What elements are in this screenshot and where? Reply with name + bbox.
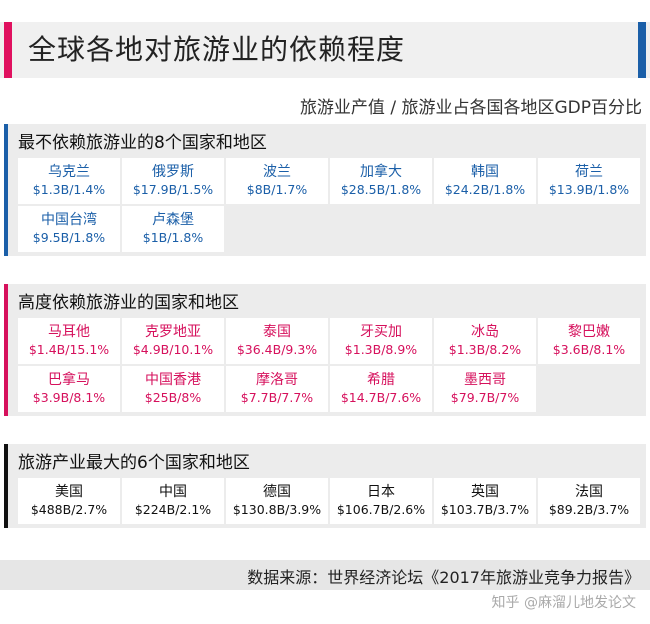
country-card: 法国 $89.2B/3.7% xyxy=(538,478,642,524)
country-name: 荷兰 xyxy=(575,164,603,180)
country-value: $3.6B/8.1% xyxy=(552,342,626,357)
country-value: $24.2B/1.8% xyxy=(444,182,526,197)
country-name: 泰国 xyxy=(263,324,291,340)
country-name: 摩洛哥 xyxy=(256,372,298,388)
country-name: 德国 xyxy=(263,484,291,500)
country-grid: 美国 $488B/2.7% 中国 $224B/2.1% 德国 $130.8B/3.9%… xyxy=(18,478,644,524)
country-name: 黎巴嫩 xyxy=(568,324,610,340)
section-largest-industry: 旅游产业最大的6个国家和地区 美国 $488B/2.7% 中国 $224B/2.1%… xyxy=(4,444,646,528)
page-subtitle: 旅游业产值 / 旅游业占各国各地区GDP百分比 xyxy=(299,98,642,118)
country-name: 韩国 xyxy=(471,164,499,180)
country-value: $1.3B/1.4% xyxy=(32,182,106,197)
country-name: 法国 xyxy=(575,484,603,500)
country-name: 英国 xyxy=(471,484,499,500)
country-value: $1B/1.8% xyxy=(142,230,204,245)
country-name: 希腊 xyxy=(367,372,395,388)
country-card: 希腊 $14.7B/7.6% xyxy=(330,366,434,412)
country-card: 德国 $130.8B/3.9% xyxy=(226,478,330,524)
section-bar xyxy=(4,284,8,416)
country-value: $79.7B/7% xyxy=(450,390,520,405)
country-card: 美国 $488B/2.7% xyxy=(18,478,122,524)
country-value: $9.5B/1.8% xyxy=(32,230,106,245)
country-name: 日本 xyxy=(367,484,395,500)
country-value: $28.5B/1.8% xyxy=(340,182,422,197)
country-card: 乌克兰 $1.3B/1.4% xyxy=(18,158,122,204)
country-value: $130.8B/3.9% xyxy=(232,502,322,517)
country-card: 巴拿马 $3.9B/8.1% xyxy=(18,366,122,412)
country-value: $1.3B/8.2% xyxy=(448,342,522,357)
country-card: 马耳他 $1.4B/15.1% xyxy=(18,318,122,364)
country-value: $36.4B/9.3% xyxy=(236,342,318,357)
title-accent-left xyxy=(4,22,12,78)
country-name: 巴拿马 xyxy=(48,372,90,388)
country-card: 泰国 $36.4B/9.3% xyxy=(226,318,330,364)
country-value: $1.4B/15.1% xyxy=(28,342,110,357)
country-card: 黎巴嫩 $3.6B/8.1% xyxy=(538,318,642,364)
country-card: 中国 $224B/2.1% xyxy=(122,478,226,524)
country-value: $103.7B/3.7% xyxy=(440,502,530,517)
section-bar xyxy=(4,444,8,528)
title-bar: 全球各地对旅游业的依赖程度 xyxy=(0,22,650,78)
country-value: $8B/1.7% xyxy=(246,182,308,197)
country-card: 卢森堡 $1B/1.8% xyxy=(122,206,226,252)
country-value: $3.9B/8.1% xyxy=(32,390,106,405)
country-name: 克罗地亚 xyxy=(145,324,201,340)
country-card: 冰岛 $1.3B/8.2% xyxy=(434,318,538,364)
country-grid: 乌克兰 $1.3B/1.4% 俄罗斯 $17.9B/1.5% 波兰 $8B/1.7% … xyxy=(18,158,644,252)
country-value: $13.9B/1.8% xyxy=(548,182,630,197)
country-value: $4.9B/10.1% xyxy=(132,342,214,357)
country-value: $1.3B/8.9% xyxy=(344,342,418,357)
watermark: 知乎 @麻溜儿地发论文 xyxy=(491,595,636,611)
country-name: 牙买加 xyxy=(360,324,402,340)
country-value: $17.9B/1.5% xyxy=(132,182,214,197)
country-value: $224B/2.1% xyxy=(134,502,212,517)
country-name: 俄罗斯 xyxy=(152,164,194,180)
country-name: 中国台湾 xyxy=(41,212,97,228)
country-value: $106.7B/2.6% xyxy=(336,502,426,517)
country-name: 波兰 xyxy=(263,164,291,180)
section-title: 最不依赖旅游业的8个国家和地区 xyxy=(18,133,267,153)
section-least-dependent: 最不依赖旅游业的8个国家和地区 乌克兰 $1.3B/1.4% 俄罗斯 $17.9B/… xyxy=(4,124,646,256)
country-value: $89.2B/3.7% xyxy=(548,502,630,517)
country-name: 乌克兰 xyxy=(48,164,90,180)
country-name: 加拿大 xyxy=(360,164,402,180)
country-card: 墨西哥 $79.7B/7% xyxy=(434,366,538,412)
country-card: 加拿大 $28.5B/1.8% xyxy=(330,158,434,204)
country-name: 中国香港 xyxy=(145,372,201,388)
country-card: 俄罗斯 $17.9B/1.5% xyxy=(122,158,226,204)
section-highly-dependent: 高度依赖旅游业的国家和地区 马耳他 $1.4B/15.1% 克罗地亚 $4.9B/1… xyxy=(4,284,646,416)
country-card: 日本 $106.7B/2.6% xyxy=(330,478,434,524)
country-card: 波兰 $8B/1.7% xyxy=(226,158,330,204)
country-card: 克罗地亚 $4.9B/10.1% xyxy=(122,318,226,364)
country-name: 中国 xyxy=(159,484,187,500)
country-value: $7.7B/7.7% xyxy=(240,390,314,405)
country-value: $14.7B/7.6% xyxy=(340,390,422,405)
title-accent-right xyxy=(638,22,646,78)
country-value: $488B/2.7% xyxy=(30,502,108,517)
country-card: 牙买加 $1.3B/8.9% xyxy=(330,318,434,364)
country-card: 中国香港 $25B/8% xyxy=(122,366,226,412)
country-grid: 马耳他 $1.4B/15.1% 克罗地亚 $4.9B/10.1% 泰国 $36.4B/… xyxy=(18,318,644,412)
country-name: 美国 xyxy=(55,484,83,500)
country-name: 冰岛 xyxy=(471,324,499,340)
section-title: 高度依赖旅游业的国家和地区 xyxy=(18,293,239,313)
country-name: 墨西哥 xyxy=(464,372,506,388)
source-footer: 数据来源：世界经济论坛《2017年旅游业竞争力报告》 xyxy=(0,560,650,590)
country-card: 英国 $103.7B/3.7% xyxy=(434,478,538,524)
country-name: 卢森堡 xyxy=(152,212,194,228)
country-value: $25B/8% xyxy=(144,390,202,405)
section-bar xyxy=(4,124,8,256)
source-text: 数据来源：世界经济论坛《2017年旅游业竞争力报告》 xyxy=(247,568,640,587)
country-card: 韩国 $24.2B/1.8% xyxy=(434,158,538,204)
country-name: 马耳他 xyxy=(48,324,90,340)
country-card: 中国台湾 $9.5B/1.8% xyxy=(18,206,122,252)
page-title: 全球各地对旅游业的依赖程度 xyxy=(28,33,406,66)
country-card: 荷兰 $13.9B/1.8% xyxy=(538,158,642,204)
section-title: 旅游产业最大的6个国家和地区 xyxy=(18,453,250,473)
country-card: 摩洛哥 $7.7B/7.7% xyxy=(226,366,330,412)
